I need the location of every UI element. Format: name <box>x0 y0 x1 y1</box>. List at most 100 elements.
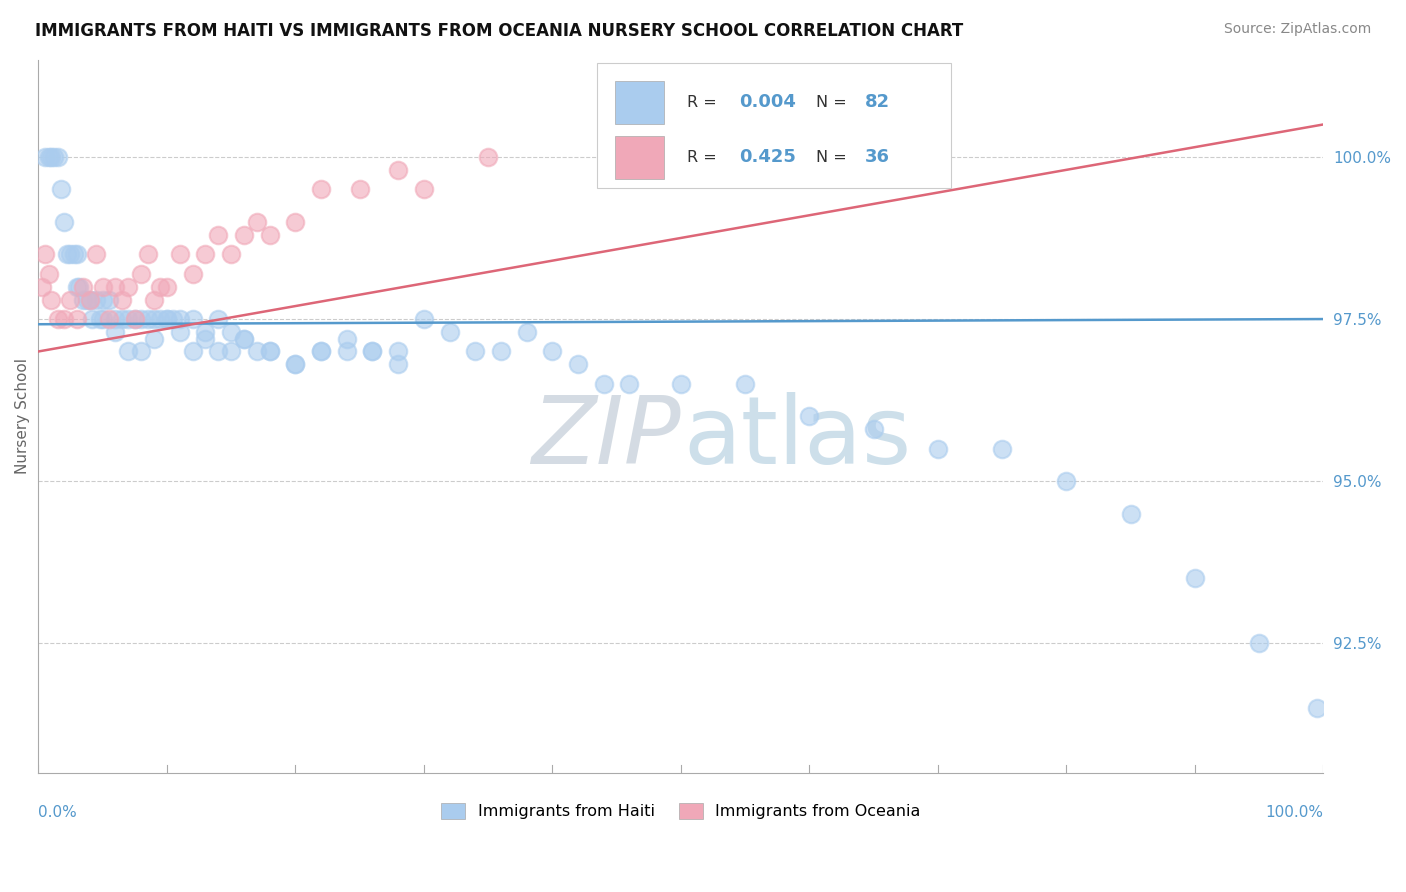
Point <box>98 312 121 326</box>
Point <box>412 182 434 196</box>
Point <box>34 247 56 261</box>
Y-axis label: Nursery School: Nursery School <box>15 359 30 475</box>
Point <box>72 279 94 293</box>
Point <box>259 344 281 359</box>
Point <box>117 344 139 359</box>
Point <box>284 358 307 372</box>
Point <box>927 442 949 456</box>
Point <box>1054 474 1077 488</box>
Point <box>143 331 166 345</box>
Point <box>38 267 60 281</box>
Point <box>51 182 73 196</box>
Text: R =: R = <box>688 95 717 110</box>
Point <box>84 293 107 307</box>
Point <box>181 312 204 326</box>
Point <box>194 325 217 339</box>
Point <box>53 215 76 229</box>
Text: Source: ZipAtlas.com: Source: ZipAtlas.com <box>1223 22 1371 37</box>
Point <box>63 247 86 261</box>
Point <box>181 267 204 281</box>
Point <box>567 358 589 372</box>
Point <box>309 344 332 359</box>
Point <box>464 344 486 359</box>
Point <box>91 293 114 307</box>
Point <box>387 162 409 177</box>
Point <box>39 150 62 164</box>
Point <box>207 312 229 326</box>
Point <box>53 312 76 326</box>
Point <box>84 247 107 261</box>
Point <box>516 325 538 339</box>
Point <box>862 422 884 436</box>
Point <box>104 312 127 326</box>
Point <box>55 247 77 261</box>
Point <box>149 279 172 293</box>
Point <box>149 312 172 326</box>
Point <box>309 344 332 359</box>
Text: 36: 36 <box>865 148 890 166</box>
Point <box>1184 572 1206 586</box>
Point <box>259 227 281 242</box>
Point <box>39 293 62 307</box>
Point <box>1119 507 1142 521</box>
Point <box>72 293 94 307</box>
Point <box>76 293 98 307</box>
Point <box>69 279 91 293</box>
Point <box>129 267 152 281</box>
Point <box>79 293 101 307</box>
Point <box>259 344 281 359</box>
Point <box>104 325 127 339</box>
Point <box>219 247 242 261</box>
Text: 100.0%: 100.0% <box>1265 805 1323 820</box>
Point <box>129 312 152 326</box>
Point <box>117 279 139 293</box>
Point <box>38 150 60 164</box>
Point <box>232 331 254 345</box>
Point <box>46 312 69 326</box>
Point <box>207 344 229 359</box>
Point <box>387 358 409 372</box>
Point <box>592 376 614 391</box>
Point <box>162 312 184 326</box>
Point <box>79 293 101 307</box>
Point <box>91 312 114 326</box>
Point <box>799 409 821 424</box>
Point <box>59 247 82 261</box>
Text: 82: 82 <box>865 94 890 112</box>
Point <box>156 312 179 326</box>
Point <box>232 227 254 242</box>
Text: 0.425: 0.425 <box>738 148 796 166</box>
Point <box>669 376 692 391</box>
Point <box>156 312 179 326</box>
Point <box>124 312 146 326</box>
Bar <box>616 136 664 178</box>
Point <box>541 344 564 359</box>
Point <box>42 150 65 164</box>
Point <box>46 150 69 164</box>
Point <box>439 325 461 339</box>
Text: ZIP: ZIP <box>531 392 681 483</box>
Text: N =: N = <box>815 150 846 165</box>
Point <box>66 247 89 261</box>
Point <box>136 247 159 261</box>
Point <box>284 358 307 372</box>
Point <box>1306 701 1329 715</box>
Point <box>104 279 127 293</box>
Point <box>219 325 242 339</box>
Point <box>136 312 159 326</box>
Point <box>143 293 166 307</box>
Point <box>619 376 641 391</box>
Text: N =: N = <box>815 95 846 110</box>
Point <box>181 344 204 359</box>
Point <box>336 331 359 345</box>
Point <box>129 344 152 359</box>
Text: atlas: atlas <box>683 392 911 483</box>
FancyBboxPatch shape <box>598 63 950 188</box>
Point <box>143 312 166 326</box>
Point <box>232 331 254 345</box>
Point <box>991 442 1014 456</box>
Point <box>309 182 332 196</box>
Text: 0.004: 0.004 <box>738 94 796 112</box>
Point <box>82 312 104 326</box>
Bar <box>616 81 664 124</box>
